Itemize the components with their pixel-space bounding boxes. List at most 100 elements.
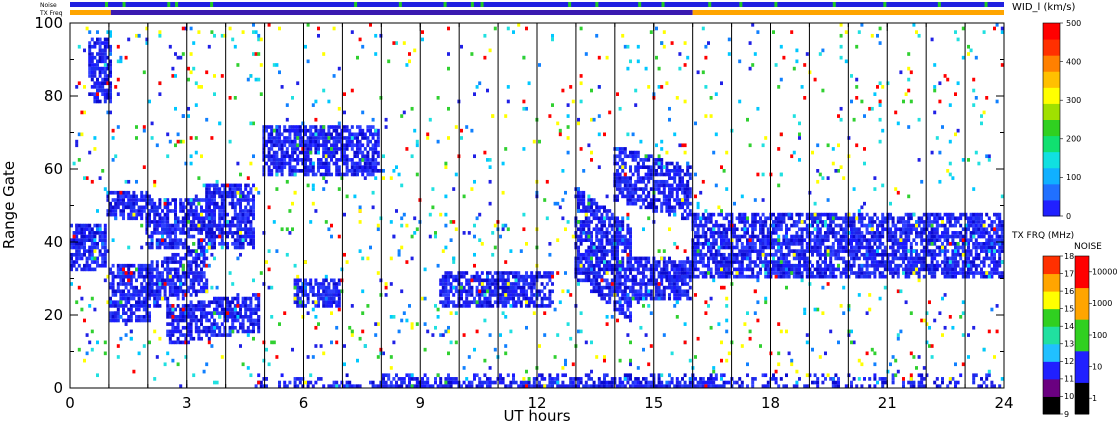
echo-cell [187,322,190,326]
echo-cell [636,289,640,294]
echo-cell [759,267,762,272]
echo-cell [878,274,882,279]
echo-cell [444,296,448,301]
echo-cell [202,198,206,202]
echo-cell [210,223,214,228]
echo-cell [790,263,794,268]
echo-cell [254,384,258,388]
echo-cell [239,242,242,246]
echo-cell [135,315,138,319]
echo-cell [200,300,203,305]
echo-cell [483,304,487,308]
echo-cell [296,125,300,129]
echo-cell [491,304,495,308]
echo-cell [101,238,105,242]
echo-cell [306,165,310,169]
echo-cell [215,307,219,312]
echo-cell [967,271,970,275]
echo-cell [301,143,305,148]
echo-cell [77,227,81,232]
echo-cell [681,274,684,279]
echo-cell [101,92,105,96]
echo-cell [943,234,947,239]
echo-cell [83,231,86,235]
echo-cell [621,267,625,272]
echo-cell [465,304,469,308]
echo-cell [600,289,604,294]
echo-cell [746,227,749,232]
echo-cell [103,59,107,64]
echo-cell [844,263,848,268]
echo-cell [330,132,333,137]
echo-cell [454,289,458,294]
echo-cell [850,267,853,272]
echo-cell [657,285,661,290]
echo-cell [751,242,755,246]
echo-cell [114,318,118,323]
echo-cell [655,179,658,184]
echo-cell [101,88,105,93]
echo-cell [881,242,885,246]
echo-cell [642,267,645,272]
echo-cell [699,223,703,228]
echo-cell [636,194,640,199]
echo-cell [751,271,755,275]
echo-cell [166,304,170,308]
echo-cell [597,271,601,275]
echo-cell [673,176,677,180]
echo-cell [337,282,341,286]
echo-cell [987,216,991,221]
echo-cell [904,263,908,268]
echo-cell [584,271,588,275]
echo-cell [590,289,593,294]
echo-cell [223,205,227,210]
echo-cell [166,231,170,235]
echo-cell [678,271,682,275]
echo-cell [681,278,684,283]
echo-cell [647,176,651,180]
echo-cell [935,220,939,224]
echo-cell [129,307,133,312]
echo-cell [137,315,141,319]
echo-cell [252,198,255,202]
echo-cell [847,216,851,221]
echo-cell [210,183,214,188]
echo-cell [319,136,323,140]
echo-cell [309,143,313,148]
echo-cell [519,293,523,297]
echo-cell [824,271,827,275]
echo-cell [582,205,586,210]
echo-cell [928,267,931,272]
echo-cell [800,245,804,250]
echo-cell [850,271,853,275]
echo-cell [943,271,947,275]
echo-cell [145,201,149,206]
echo-cell [317,136,320,140]
echo-cell [293,169,297,173]
echo-cell [444,293,448,297]
echo-cell [582,263,586,268]
echo-cell [551,289,554,294]
echo-cell [202,300,206,305]
echo-cell [977,252,981,257]
echo-cell [371,125,375,129]
echo-cell [200,278,203,283]
echo-cell [756,252,760,257]
echo-cell [634,187,638,191]
echo-cell [483,289,487,294]
echo-cell [509,271,513,275]
echo-cell [278,132,281,137]
echo-cell [322,143,326,148]
echo-cell [184,238,188,242]
echo-cell [259,380,263,385]
echo-cell [816,212,820,217]
echo-cell [608,260,612,264]
echo-cell [655,209,658,213]
echo-cell [714,267,718,272]
echo-cell [155,245,159,250]
echo-cell [790,216,794,221]
echo-cell [811,220,814,224]
echo-cell [132,209,136,213]
echo-cell [678,289,682,294]
echo-cell [605,238,609,242]
